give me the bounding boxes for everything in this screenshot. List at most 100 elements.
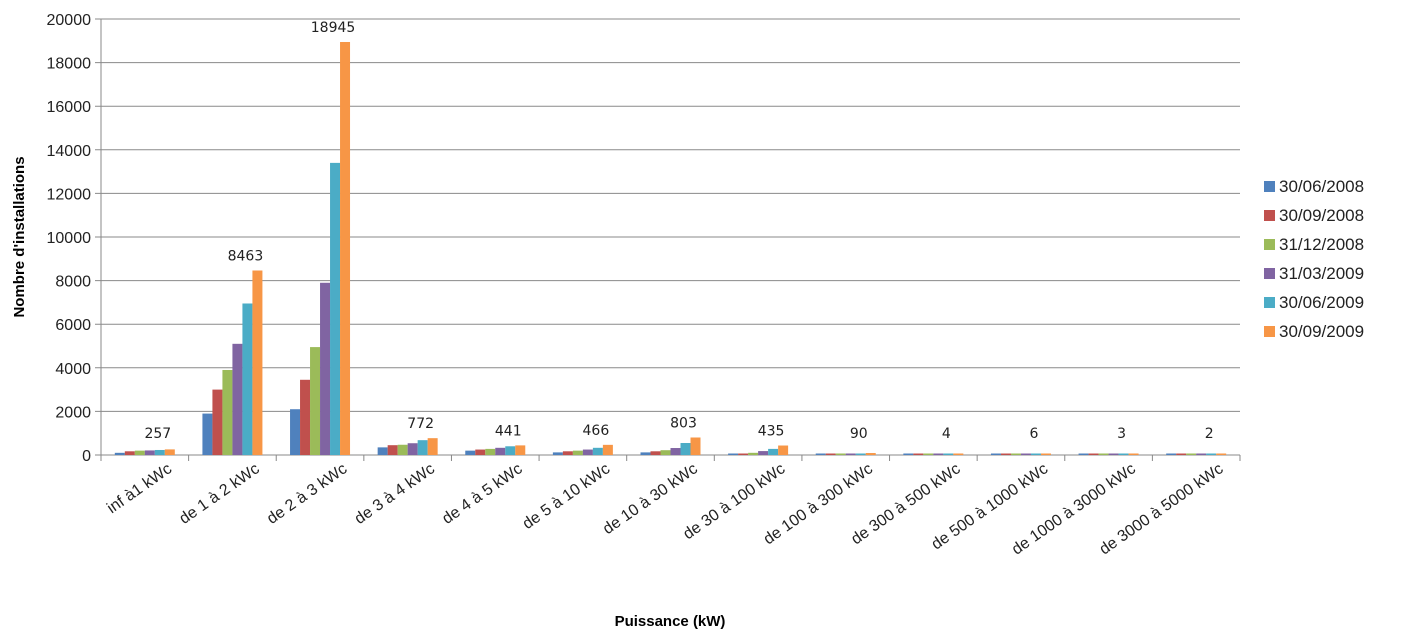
data-label: 772 [407, 416, 434, 432]
y-tick-label: 12000 [47, 186, 92, 203]
bar [417, 440, 428, 455]
bar [815, 453, 826, 455]
y-tick-label: 14000 [47, 143, 92, 160]
bar [990, 453, 1001, 455]
y-tick-label: 4000 [55, 361, 91, 378]
x-tick-label: de 5 à 10 kWc [520, 460, 614, 533]
bar [690, 437, 701, 455]
y-tick-label: 18000 [47, 56, 92, 73]
data-label: 803 [670, 415, 697, 431]
bar [953, 453, 964, 455]
bar [592, 447, 603, 455]
data-label: 3 [1117, 426, 1126, 442]
bar [310, 347, 321, 455]
bar [124, 451, 135, 455]
bar [1020, 453, 1031, 455]
legend-label: 31/12/2008 [1279, 234, 1365, 254]
bar [778, 445, 789, 455]
data-label: 6 [1030, 426, 1039, 442]
y-tick-label: 6000 [55, 317, 91, 334]
bar [495, 447, 506, 455]
bar [407, 443, 418, 455]
bar [397, 444, 408, 455]
bar [903, 453, 914, 455]
bar [1176, 453, 1187, 455]
legend-item: 31/03/2009 [1264, 259, 1364, 288]
bar [134, 450, 145, 455]
bar [562, 451, 573, 455]
bar [1000, 453, 1011, 455]
y-tick-label: 8000 [55, 274, 91, 291]
legend-label: 30/09/2009 [1279, 321, 1365, 341]
bar [835, 453, 846, 455]
bar [300, 379, 311, 455]
legend-swatch [1264, 239, 1275, 250]
x-axis-title: Puissance (kW) [615, 613, 726, 630]
bar [330, 162, 341, 455]
bar [670, 448, 681, 455]
bar [1206, 453, 1217, 455]
bar [1118, 453, 1129, 455]
bar [913, 453, 924, 455]
bar [154, 449, 165, 455]
bars [114, 41, 1227, 456]
bar [222, 369, 233, 455]
bar [582, 449, 593, 455]
bar [933, 453, 944, 455]
bar [728, 453, 739, 455]
axes [100, 19, 1241, 461]
y-tick-labels: 0 2000 4000 6000 8000 10000 12000 14000 16000 180… [47, 12, 92, 465]
bar [505, 446, 516, 455]
legend-item: 31/12/2008 [1264, 230, 1364, 259]
bar [144, 450, 155, 455]
bar [943, 453, 954, 455]
bar [680, 443, 691, 455]
bar [855, 453, 866, 455]
bar [865, 453, 876, 455]
legend-label: 30/06/2008 [1279, 176, 1365, 196]
bar [475, 449, 486, 455]
x-tick-labels: inf à1 kWc de 1 à 2 kWc de 2 à 3 kWc de 3 à… [104, 460, 1226, 558]
legend-item: 30/06/2008 [1264, 172, 1364, 201]
y-tick-label: 20000 [47, 12, 92, 29]
y-tick-label: 2000 [55, 404, 91, 421]
data-label: 441 [495, 423, 522, 439]
bar [552, 452, 563, 455]
data-labels: 257 8463 18945 772 441 466 803 435 90 4 6 3 2 [144, 20, 1213, 442]
bar [768, 448, 779, 455]
legend-swatch [1264, 181, 1275, 192]
y-tick-label: 16000 [47, 99, 92, 116]
bar [232, 343, 243, 455]
bar [1098, 453, 1109, 455]
bar [252, 270, 263, 455]
bar [320, 282, 331, 455]
data-label: 466 [583, 423, 610, 439]
bar [1010, 453, 1021, 455]
legend-label: 31/03/2009 [1279, 263, 1365, 283]
bar [738, 453, 749, 455]
data-label: 18945 [311, 20, 356, 36]
y-tick-label: 0 [82, 448, 91, 465]
y-tick-label: 10000 [47, 230, 92, 247]
bar [202, 413, 213, 455]
legend-item: 30/09/2008 [1264, 201, 1364, 230]
bar [212, 389, 223, 455]
bar [1108, 453, 1119, 455]
data-label: 2 [1205, 426, 1214, 442]
bar [485, 448, 496, 455]
bar [758, 451, 769, 455]
x-tick-label: de 1 à 2 kWc [176, 460, 262, 527]
bar [465, 450, 476, 455]
data-label: 435 [758, 424, 785, 440]
bar [387, 445, 398, 455]
bar [660, 450, 671, 455]
bar [748, 452, 759, 455]
bar [602, 444, 613, 455]
y-axis-title: Nombre d'installations [11, 156, 28, 317]
bar [1216, 453, 1227, 455]
bar [845, 453, 856, 455]
bar [427, 438, 438, 455]
legend-swatch [1264, 210, 1275, 221]
bar [650, 451, 661, 455]
